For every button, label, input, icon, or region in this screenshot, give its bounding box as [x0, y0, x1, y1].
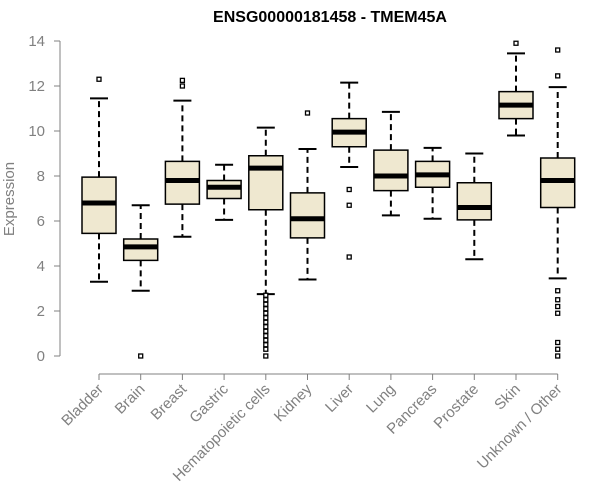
- x-tick-label: Kidney: [271, 380, 316, 425]
- box-pancreas: [414, 146, 451, 220]
- y-tick-label: 8: [37, 168, 45, 185]
- outlier-point: [555, 303, 561, 310]
- box-lung: [373, 110, 409, 217]
- outlier-point: [346, 254, 352, 260]
- outlier-point: [263, 346, 269, 352]
- outlier-point: [555, 288, 561, 294]
- y-tick-label: 0: [37, 348, 45, 365]
- box-unknown-other: [539, 47, 576, 359]
- x-tick-label: Breast: [148, 380, 191, 423]
- y-tick-label: 4: [37, 258, 45, 275]
- box-hematopoietic-cells: [248, 126, 284, 359]
- outlier-point: [138, 353, 144, 359]
- outlier-point: [179, 77, 186, 84]
- outlier-point: [263, 306, 269, 312]
- outlier-point: [346, 202, 352, 208]
- box-iqr: [248, 155, 284, 211]
- outlier-point: [96, 76, 102, 82]
- outlier-point: [179, 83, 186, 89]
- x-tick-label: Brain: [112, 381, 149, 418]
- outlier-point: [555, 297, 561, 303]
- outlier-point: [263, 315, 269, 321]
- outlier-point: [555, 353, 561, 359]
- box-gastric: [206, 163, 242, 221]
- x-tick-label: Prostate: [431, 381, 483, 433]
- x-tick-label: Liver: [322, 381, 357, 416]
- box-breast: [164, 77, 201, 238]
- x-tick-label: Skin: [491, 381, 524, 414]
- box-iqr: [289, 192, 326, 239]
- outlier-point: [263, 297, 269, 303]
- outlier-point: [263, 342, 269, 348]
- y-tick-label: 10: [28, 123, 45, 140]
- outlier-point: [263, 353, 269, 359]
- outlier-point: [555, 346, 561, 352]
- outlier-point: [346, 186, 352, 193]
- outlier-point: [304, 110, 311, 116]
- box-kidney: [289, 110, 326, 281]
- box-iqr: [122, 238, 159, 262]
- outlier-point: [263, 333, 269, 339]
- outlier-point: [263, 328, 269, 334]
- outlier-point: [513, 40, 519, 46]
- y-tick-label: 12: [28, 78, 45, 95]
- box-skin: [498, 40, 534, 137]
- x-tick-label: Lung: [363, 381, 399, 417]
- axes: 0 2 4 6 8 10 12 14: [28, 33, 559, 380]
- x-tick-label: Bladder: [58, 381, 107, 430]
- outlier-point: [263, 324, 269, 330]
- y-axis-title: Expression: [1, 162, 18, 236]
- y-tick-label: 14: [28, 33, 45, 50]
- outlier-point: [263, 292, 269, 298]
- outlier-point: [263, 301, 269, 307]
- outlier-point: [555, 73, 561, 79]
- y-tick-label: 6: [37, 213, 45, 230]
- chart-title: ENSG00000181458 - TMEM45A: [213, 9, 447, 26]
- box-brain: [122, 204, 159, 359]
- box-liver: [331, 81, 367, 260]
- outlier-point: [263, 319, 269, 325]
- box-iqr: [373, 149, 409, 192]
- outlier-point: [555, 339, 561, 346]
- outlier-point: [263, 310, 269, 316]
- outlier-point: [263, 337, 269, 343]
- boxes: [81, 40, 576, 359]
- box-iqr: [456, 182, 493, 221]
- box-bladder: [81, 76, 117, 283]
- outlier-point: [555, 310, 561, 316]
- box-prostate: [456, 152, 493, 261]
- y-tick-label: 2: [37, 303, 45, 320]
- outlier-point: [555, 47, 561, 53]
